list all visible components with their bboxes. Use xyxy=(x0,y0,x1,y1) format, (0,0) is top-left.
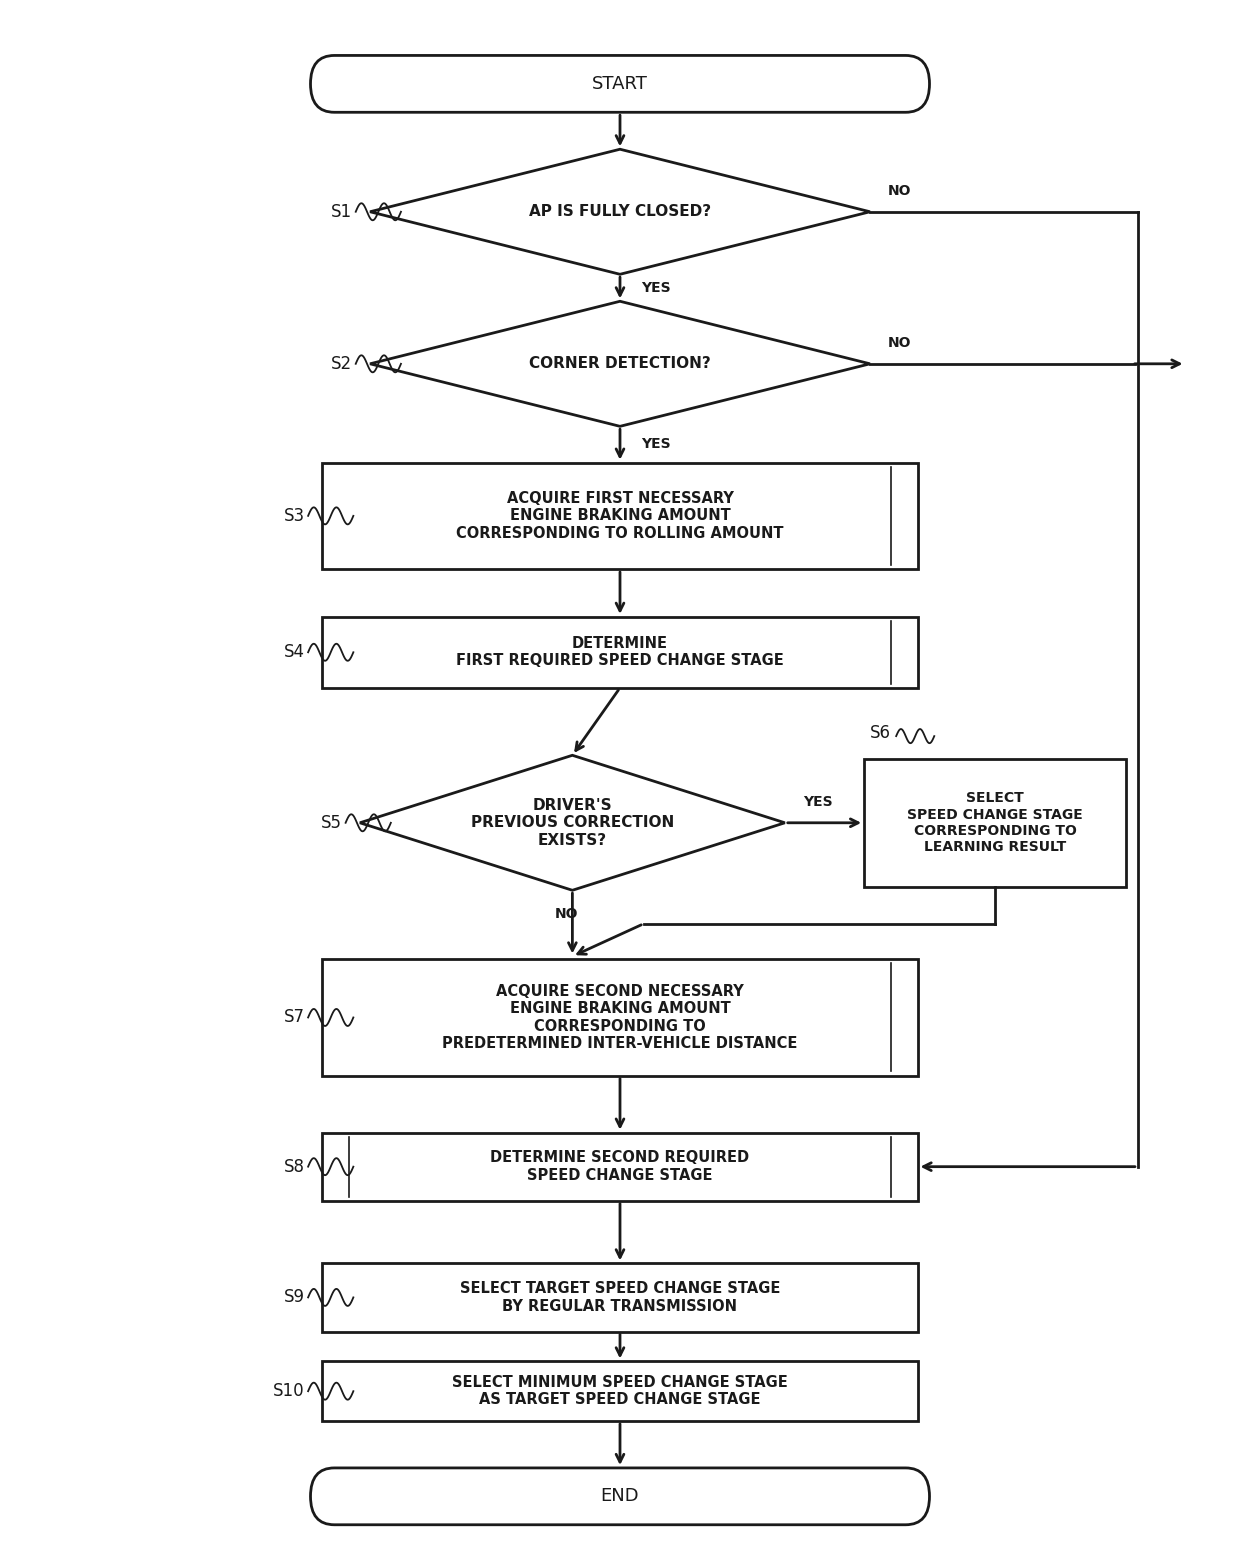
Text: YES: YES xyxy=(802,794,832,808)
FancyBboxPatch shape xyxy=(310,55,930,113)
Polygon shape xyxy=(360,755,785,891)
Text: S4: S4 xyxy=(284,644,305,661)
Text: START: START xyxy=(591,75,649,92)
Text: YES: YES xyxy=(641,437,671,451)
Text: AP IS FULLY CLOSED?: AP IS FULLY CLOSED? xyxy=(529,204,711,219)
Polygon shape xyxy=(370,149,870,274)
Bar xyxy=(322,1132,918,1201)
Bar xyxy=(322,1361,918,1420)
Bar xyxy=(322,617,918,687)
Text: S6: S6 xyxy=(870,723,892,742)
Text: ACQUIRE FIRST NECESSARY
ENGINE BRAKING AMOUNT
CORRESPONDING TO ROLLING AMOUNT: ACQUIRE FIRST NECESSARY ENGINE BRAKING A… xyxy=(456,492,784,540)
Bar xyxy=(322,462,918,568)
Bar xyxy=(322,1264,918,1331)
Text: S2: S2 xyxy=(331,355,352,373)
Text: CORNER DETECTION?: CORNER DETECTION? xyxy=(529,357,711,371)
Polygon shape xyxy=(370,301,870,426)
Text: S3: S3 xyxy=(284,507,305,525)
Text: NO: NO xyxy=(888,183,911,197)
Text: SELECT TARGET SPEED CHANGE STAGE
BY REGULAR TRANSMISSION: SELECT TARGET SPEED CHANGE STAGE BY REGU… xyxy=(460,1281,780,1314)
Text: S1: S1 xyxy=(331,202,352,221)
FancyBboxPatch shape xyxy=(310,1467,930,1525)
Text: YES: YES xyxy=(641,280,671,294)
Text: SELECT MINIMUM SPEED CHANGE STAGE
AS TARGET SPEED CHANGE STAGE: SELECT MINIMUM SPEED CHANGE STAGE AS TAR… xyxy=(453,1375,787,1408)
Text: SELECT
SPEED CHANGE STAGE
CORRESPONDING TO
LEARNING RESULT: SELECT SPEED CHANGE STAGE CORRESPONDING … xyxy=(908,791,1083,853)
Text: S5: S5 xyxy=(321,814,342,832)
Bar xyxy=(322,960,918,1076)
Text: S10: S10 xyxy=(273,1383,305,1400)
Text: DRIVER'S
PREVIOUS CORRECTION
EXISTS?: DRIVER'S PREVIOUS CORRECTION EXISTS? xyxy=(471,799,675,847)
Text: S7: S7 xyxy=(284,1009,305,1026)
Text: S9: S9 xyxy=(284,1289,305,1306)
Text: END: END xyxy=(600,1488,640,1505)
Text: DETERMINE
FIRST REQUIRED SPEED CHANGE STAGE: DETERMINE FIRST REQUIRED SPEED CHANGE ST… xyxy=(456,636,784,669)
Text: S8: S8 xyxy=(284,1157,305,1176)
Text: NO: NO xyxy=(554,907,578,921)
Text: NO: NO xyxy=(888,335,911,349)
Text: DETERMINE SECOND REQUIRED
SPEED CHANGE STAGE: DETERMINE SECOND REQUIRED SPEED CHANGE S… xyxy=(491,1151,749,1182)
Bar xyxy=(864,760,1126,886)
Text: ACQUIRE SECOND NECESSARY
ENGINE BRAKING AMOUNT
CORRESPONDING TO
PREDETERMINED IN: ACQUIRE SECOND NECESSARY ENGINE BRAKING … xyxy=(443,983,797,1051)
